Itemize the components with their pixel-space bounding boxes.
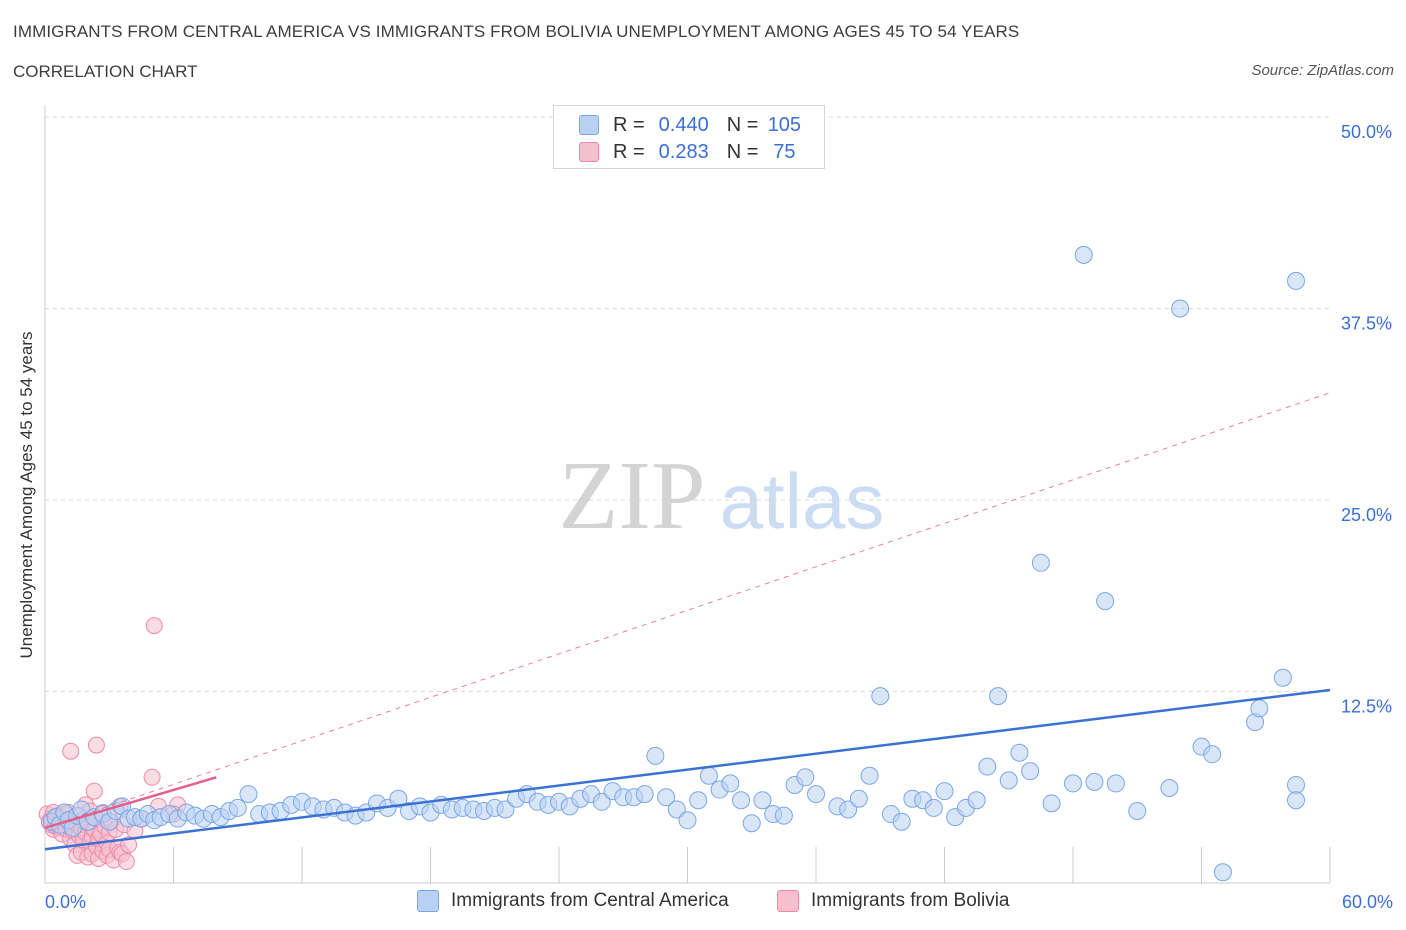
bottom-legend-bolivia: Immigrants from Bolivia [777,890,1010,912]
central-america-point-89 [892,812,911,831]
central-america-point-116 [1250,699,1269,718]
bottom-legend-swatch-central-america [417,890,439,912]
axes [44,105,1331,884]
central-america-point-101 [1031,553,1050,572]
central-america-point-109 [1128,801,1147,820]
central-america-point-72 [699,766,718,785]
tick-labels: 12.5% 25.0% 37.5% 50.0% 0.0% 60.0% [45,122,1393,912]
central-america-point-77 [753,791,772,810]
central-america-point-107 [1096,592,1115,611]
central-america-point-99 [999,771,1018,790]
chart-title: IMMIGRANTS FROM CENTRAL AMERICA VS IMMIG… [13,22,1020,41]
central-america-point-111 [1171,299,1190,318]
central-america-point-106 [1085,772,1104,791]
central-america-point-53 [496,800,515,819]
bolivia-point-67 [143,768,161,786]
central-america-point-114 [1213,863,1232,882]
y-tick-label-0: 12.5% [1341,697,1392,717]
central-america-point-66 [635,785,654,804]
bolivia-point-74 [120,836,138,854]
central-america-point-108 [1106,774,1125,793]
bolivia-point-43 [85,782,103,800]
watermark-zip: ZIP [559,442,706,550]
r-label: R = [613,140,645,163]
y-tick-label-3: 50.0% [1341,122,1392,142]
bottom-legend-central-america: Immigrants from Central America [417,890,729,912]
central-america-point-69 [667,800,686,819]
bolivia-point-66 [87,736,105,754]
central-america-point-87 [871,687,890,706]
central-america-point-103 [1042,794,1061,813]
legend-swatch-bolivia [579,142,599,162]
y-tick-label-2: 37.5% [1341,314,1392,334]
central-america-point-102 [1021,762,1040,781]
central-america-point-81 [796,768,815,787]
central-america-point-119 [1287,791,1305,810]
central-america-point-100 [1010,743,1029,762]
watermark: ZIP atlas [559,442,885,550]
legend-swatch-central-america [579,115,599,135]
central-america-point-29 [239,785,258,804]
r-value: 0.283 [658,140,709,163]
chart-subtitle: CORRELATION CHART [13,62,198,81]
central-america-point-76 [742,814,761,833]
n-value: 105 [767,113,802,136]
source-label: Source: ZipAtlas.com [1251,62,1394,79]
central-america-point-113 [1203,745,1222,764]
central-america-point-98 [989,687,1008,706]
central-america-point-82 [807,785,825,804]
central-america-point-71 [689,791,708,810]
central-america-point-70 [678,811,697,830]
n-label: N = [726,113,759,136]
r-value: 0.440 [658,113,709,136]
bolivia-point-64 [117,853,135,871]
central-america-point-97 [978,757,997,776]
bolivia-point-65 [62,742,80,760]
central-america-point-79 [774,806,793,825]
n-value: 75 [773,140,796,163]
bolivia-point-68 [145,617,163,635]
x-tick-label-0: 0.0% [45,892,86,912]
grid-lines [45,116,1330,692]
central-america-point-92 [924,798,943,817]
watermark-atlas: atlas [720,457,885,545]
y-tick-label-1: 25.0% [1341,505,1392,525]
central-america-point-96 [967,791,986,810]
central-america-point-85 [849,789,868,808]
central-america-point-43 [389,789,408,808]
r-label: R = [613,113,645,136]
central-america-point-120 [1287,271,1305,290]
central-america-point-74 [721,774,740,793]
central-america-point-84 [839,800,858,819]
x-tick-label-1: 60.0% [1342,892,1393,912]
y-axis-label: Unemployment Among Ages 45 to 54 years [17,331,36,659]
central-america-point-86 [860,766,879,785]
central-america-point-68 [657,788,676,807]
stats-legend: R = 0.440 N = 105 R = 0.283 N = 75 [553,105,825,169]
bottom-legend-label-bolivia: Immigrants from Bolivia [811,890,1010,911]
stats-legend-row-bolivia: R = 0.283 N = 75 [579,140,804,164]
central-america-point-75 [732,791,751,810]
central-america-point-105 [1074,245,1093,264]
central-america-point-117 [1273,668,1292,687]
central-america-trend-line [44,688,1331,851]
central-america-point-28 [228,798,247,817]
central-america-point-110 [1160,779,1179,798]
central-america-point-118 [1287,775,1305,794]
trend-lines [44,392,1331,851]
bolivia-trend-line [44,776,217,830]
central-america-point-62 [592,792,611,811]
bolivia-trend-extended [44,392,1331,829]
n-label: N = [726,140,759,163]
central-america-point-67 [646,746,665,765]
stats-legend-row-central-america: R = 0.440 N = 105 [579,113,804,137]
central-america-points [42,245,1305,882]
bottom-legend-swatch-bolivia [777,890,799,912]
central-america-point-93 [935,782,954,801]
central-america-point-104 [1064,774,1082,793]
bottom-legend-label-central-america: Immigrants from Central America [451,890,729,911]
